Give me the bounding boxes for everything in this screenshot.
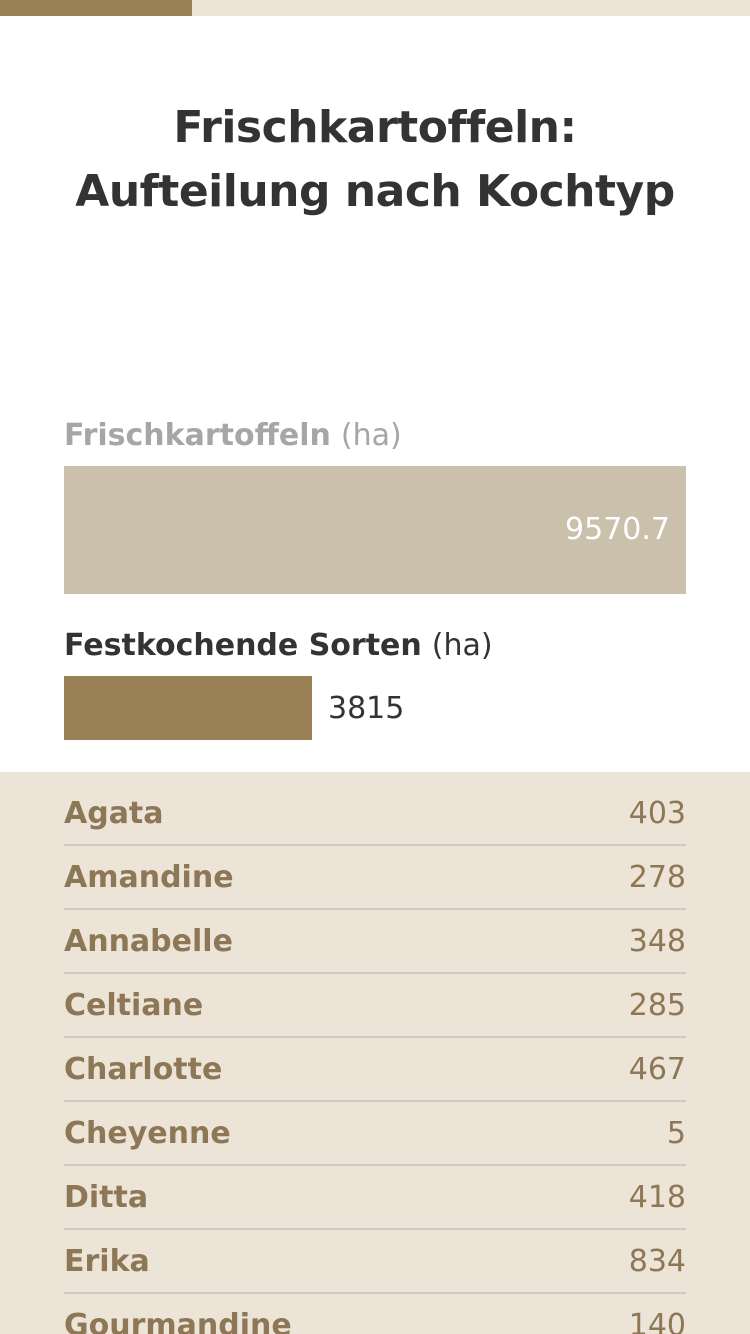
bar-value-festkochende-sorten: 3815 (328, 691, 405, 726)
series-name-festkochende-sorten: Festkochende Sorten (64, 628, 422, 663)
variety-value: 5 (666, 1115, 686, 1151)
variety-value: 285 (628, 987, 686, 1023)
variety-list-panel: Agata 403 Amandine 278 Annabelle 348 Cel… (0, 772, 750, 1334)
chart-title-line-2: Aufteilung nach Kochtyp (75, 166, 675, 217)
variety-name: Agata (64, 795, 164, 831)
variety-name: Celtiane (64, 987, 204, 1023)
variety-value: 418 (628, 1179, 686, 1215)
list-item: Ditta 418 (64, 1166, 686, 1230)
bar-festkochende-sorten (64, 676, 312, 740)
progress-track (0, 0, 750, 16)
list-item: Celtiane 285 (64, 974, 686, 1038)
variety-name: Cheyenne (64, 1115, 231, 1151)
list-item: Gourmandine 140 (64, 1294, 686, 1334)
progress-fill (0, 0, 192, 16)
bar-track-festkochende-sorten: 3815 (64, 676, 686, 740)
list-item: Erika 834 (64, 1230, 686, 1294)
variety-list: Agata 403 Amandine 278 Annabelle 348 Cel… (64, 782, 686, 1334)
variety-value: 348 (628, 923, 686, 959)
variety-name: Erika (64, 1243, 150, 1279)
list-item: Amandine 278 (64, 846, 686, 910)
variety-name: Annabelle (64, 923, 233, 959)
bar-label-festkochende-sorten: Festkochende Sorten (ha) (64, 626, 493, 666)
variety-value: 278 (628, 859, 686, 895)
variety-value: 834 (628, 1243, 686, 1279)
variety-value: 140 (628, 1307, 686, 1334)
series-unit-festkochende-sorten: (ha) (431, 628, 493, 663)
list-item: Annabelle 348 (64, 910, 686, 974)
variety-name: Charlotte (64, 1051, 223, 1087)
list-item: Cheyenne 5 (64, 1102, 686, 1166)
bar-label-frischkartoffeln: Frischkartoffeln (ha) (64, 416, 402, 456)
variety-name: Ditta (64, 1179, 149, 1215)
bar-frischkartoffeln (64, 466, 686, 594)
bar-track-frischkartoffeln: 9570.7 (64, 466, 686, 594)
variety-value: 403 (628, 795, 686, 831)
list-item: Charlotte 467 (64, 1038, 686, 1102)
series-unit-frischkartoffeln: (ha) (340, 418, 402, 453)
variety-name: Gourmandine (64, 1307, 292, 1334)
chart-title: Frischkartoffeln: Aufteilung nach Kochty… (40, 96, 710, 224)
variety-value: 467 (628, 1051, 686, 1087)
chart-title-line-1: Frischkartoffeln: (173, 102, 577, 153)
series-name-frischkartoffeln: Frischkartoffeln (64, 418, 331, 453)
bar-value-frischkartoffeln: 9570.7 (565, 512, 670, 547)
variety-name: Amandine (64, 859, 234, 895)
list-item: Agata 403 (64, 782, 686, 846)
